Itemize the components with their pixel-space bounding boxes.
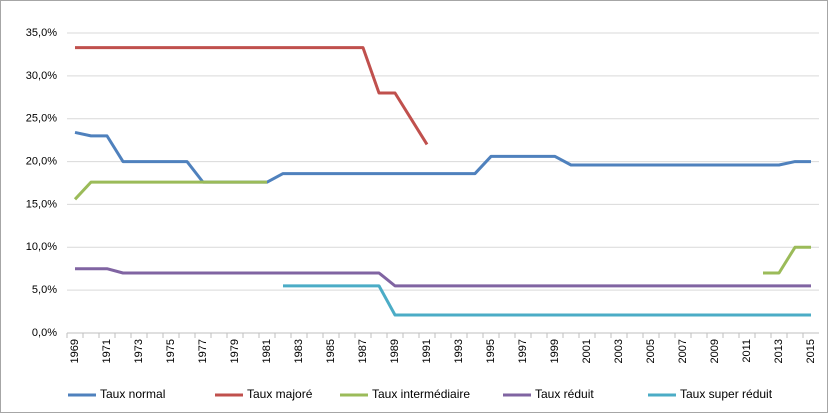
x-tick-label: 2013	[773, 339, 785, 363]
series-line	[74, 130, 811, 184]
x-tick-label: 1979	[229, 339, 241, 363]
x-tick-label: 1969	[69, 339, 81, 363]
x-tick-label: 2007	[677, 339, 689, 363]
y-tick-label: 25,0%	[26, 113, 57, 125]
y-tick-label: 35,0%	[26, 27, 57, 39]
x-tick-label: 2011	[741, 339, 753, 363]
x-tick-label: 1991	[421, 339, 433, 363]
y-tick-label: 5,0%	[32, 284, 57, 296]
x-tick-label: 1973	[133, 339, 145, 363]
y-tick-label: 15,0%	[26, 198, 57, 210]
x-tick-label: 2005	[645, 339, 657, 363]
x-tick-label: 1999	[549, 339, 561, 363]
x-tick-label: 1993	[453, 339, 465, 363]
x-tick-label: 2001	[581, 339, 593, 363]
series-line	[75, 46, 429, 146]
legend-label: Taux réduit	[535, 387, 594, 401]
x-tick-label: 1985	[325, 339, 337, 363]
x-tick-label: 1997	[517, 339, 529, 363]
y-tick-label: 30,0%	[26, 70, 57, 82]
legend-label: Taux super réduit	[680, 387, 773, 401]
y-tick-label: 20,0%	[26, 155, 57, 167]
legend-label: Taux intermédiaire	[372, 387, 470, 401]
legend-label: Taux majoré	[247, 387, 313, 401]
series-line	[75, 267, 811, 288]
series-line	[73, 180, 811, 275]
x-tick-label: 1977	[197, 339, 209, 363]
x-tick-label: 1971	[101, 339, 113, 363]
x-tick-label: 1995	[485, 339, 497, 363]
series-line	[283, 284, 811, 317]
y-tick-label: 10,0%	[26, 241, 57, 253]
x-tick-label: 2015	[805, 339, 817, 363]
x-tick-label: 2009	[709, 339, 721, 363]
x-tick-label: 1975	[165, 339, 177, 363]
x-tick-label: 1981	[261, 339, 273, 363]
y-tick-label: 0,0%	[32, 327, 57, 339]
legend-label: Taux normal	[100, 387, 165, 401]
x-tick-label: 1987	[357, 339, 369, 363]
x-tick-label: 2003	[613, 339, 625, 363]
x-tick-label: 1989	[389, 339, 401, 363]
x-tick-label: 1983	[293, 339, 305, 363]
